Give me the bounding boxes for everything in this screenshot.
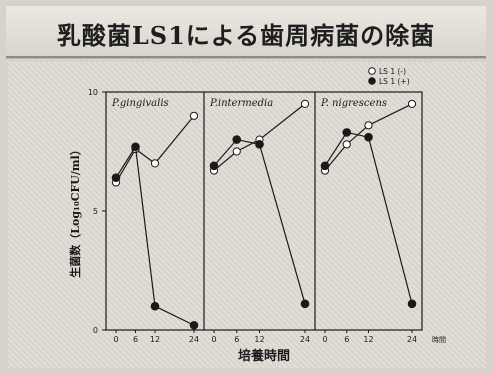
data-point-ls1-minus [232, 147, 241, 156]
slide-title: 乳酸菌LS1による歯周病菌の除菌 [56, 21, 436, 50]
y-tick-label: 0 [93, 326, 98, 335]
x-tick-label: 6 [234, 335, 239, 344]
x-tick-label: 24 [407, 335, 417, 344]
x-tick-label: 12 [254, 335, 264, 344]
x-tick-label: 6 [344, 335, 349, 344]
legend-label: LS 1 (+) [379, 77, 410, 86]
title-bar: 乳酸菌LS1による歯周病菌の除菌 [6, 6, 486, 58]
data-point-ls1-plus [364, 132, 373, 142]
series-line [213, 103, 306, 172]
data-point-ls1-minus [300, 99, 310, 109]
series-line [324, 131, 413, 304]
data-point-ls1-plus [342, 128, 352, 137]
panel-title: P.intermedia [209, 98, 273, 109]
legend-marker-filled [368, 77, 376, 85]
y-tick-label: 10 [88, 88, 98, 97]
x-tick-label: 0 [211, 335, 216, 344]
panel-title: P. nigrescens [320, 98, 387, 109]
data-point-ls1-plus [320, 161, 330, 171]
panel-title: P.gingivalis [111, 98, 169, 109]
y-axis-label: 生菌数（Log₁₀CFU/ml） [68, 144, 82, 277]
data-point-ls1-plus [111, 173, 121, 182]
x-tick-label: 0 [322, 335, 327, 344]
x-tick-label: 12 [363, 335, 373, 344]
data-point-ls1-plus [255, 140, 264, 149]
y-tick-label: 5 [93, 207, 98, 216]
legend-marker-open [368, 67, 376, 75]
data-point-ls1-minus [364, 121, 373, 130]
x-tick-label: 0 [113, 335, 118, 344]
data-point-ls1-plus [300, 299, 310, 309]
data-point-ls1-minus [189, 111, 199, 120]
data-point-ls1-plus [150, 301, 160, 311]
x-axis-label: 培養時間 [238, 348, 290, 364]
x-tick-label: 6 [133, 335, 138, 344]
plot-area [8, 62, 486, 368]
x-tick-label: 24 [300, 335, 310, 344]
data-point-ls1-plus [232, 135, 242, 144]
data-point-ls1-minus [342, 140, 351, 149]
x-unit-label: 時間 [432, 336, 446, 344]
data-point-ls1-minus [150, 159, 160, 168]
x-tick-label: 12 [150, 335, 160, 344]
data-point-ls1-plus [131, 142, 140, 152]
data-point-ls1-plus [189, 320, 199, 330]
data-point-ls1-minus [407, 99, 417, 109]
legend-label: LS 1 (-) [379, 67, 406, 76]
data-point-ls1-plus [407, 299, 417, 309]
x-tick-label: 24 [189, 335, 199, 344]
series-line [115, 115, 195, 183]
series-line [115, 144, 195, 326]
series-line [213, 138, 306, 304]
data-point-ls1-plus [209, 161, 219, 171]
